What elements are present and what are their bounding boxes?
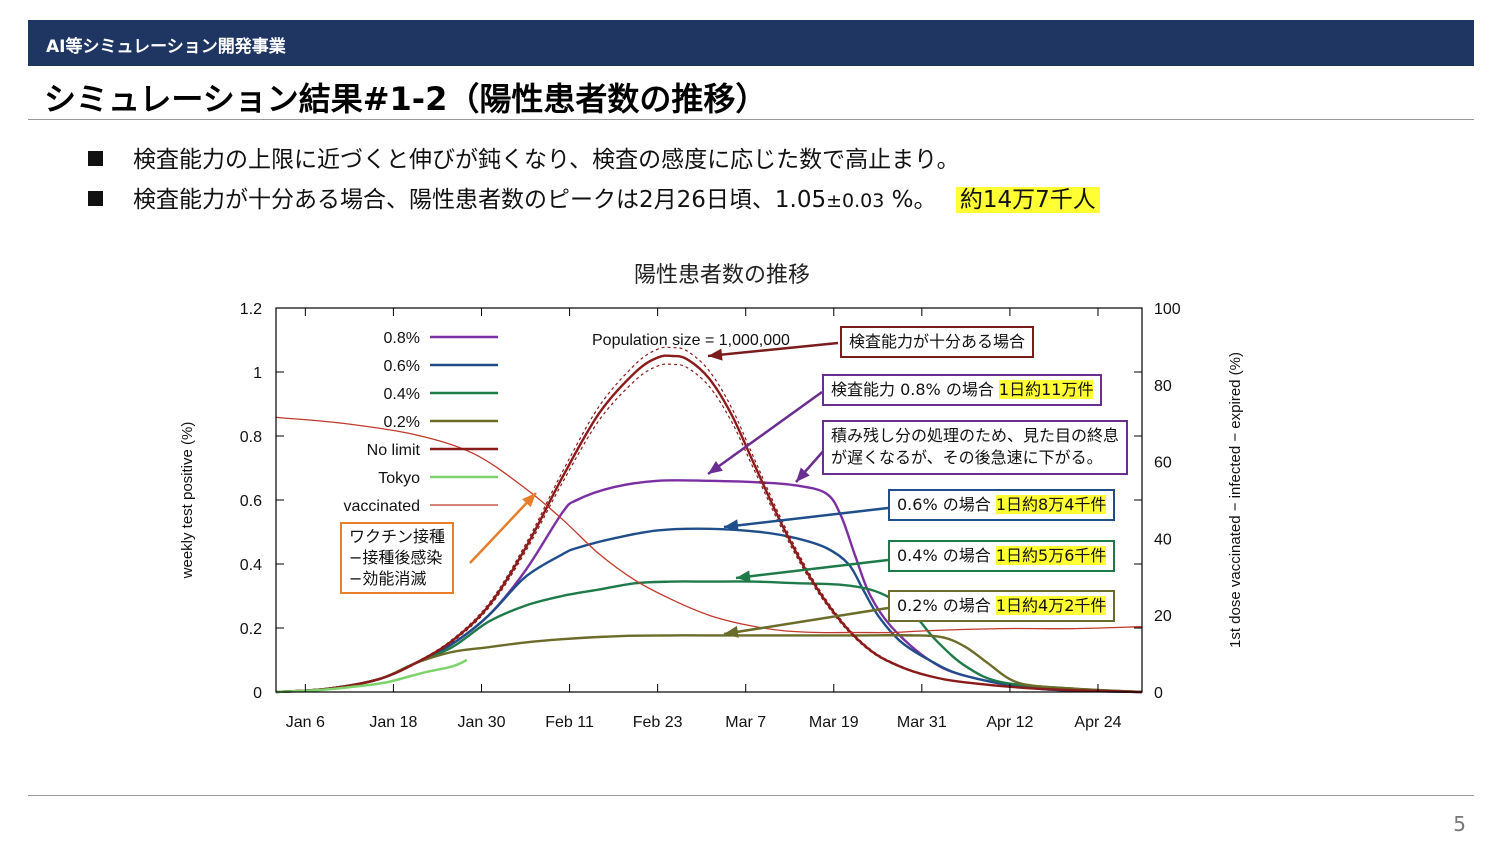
series-line-0-6	[275, 527, 1143, 694]
arrow-head-icon	[724, 625, 739, 638]
population-label: Population size = 1,000,000	[592, 332, 790, 349]
bullet-square-icon	[88, 191, 103, 206]
annotation-0.8-text: 検査能力 0.8% の場合	[831, 380, 999, 399]
annotation-0.6-highlight: 1日約8万4千件	[995, 495, 1107, 514]
y2-tick-label: 40	[1154, 531, 1172, 548]
chart-title: 陽性患者数の推移	[634, 263, 810, 288]
footer-divider	[28, 795, 1474, 796]
legend-label: 0.2%	[384, 414, 420, 431]
y-tick-label: 0.8	[240, 429, 262, 446]
series-line-vaccinated	[275, 416, 1143, 634]
x-tick-label: Feb 11	[545, 714, 594, 731]
annotation-0.6: 0.6% の場合 1日約8万4千件	[888, 489, 1116, 522]
annotation-no-limit: 検査能力が十分ある場合	[840, 326, 1035, 359]
series-line-0-4	[275, 580, 1143, 694]
bullet-1: 検査能力の上限に近づくと伸びが鈍くなり、検査の感度に応じた数で高止まり。	[88, 140, 960, 174]
annotation-vaccine-line3: −効能消滅	[349, 568, 427, 588]
y-tick-label: 0.6	[240, 493, 262, 510]
annotation-0.2-text: 0.2% の場合	[897, 596, 996, 615]
bullet-2-unit: %。	[884, 187, 937, 213]
y2-tick-label: 60	[1154, 455, 1172, 472]
annotation-arrow	[707, 341, 839, 358]
x-tick-label: Feb 23	[633, 714, 683, 731]
x-tick-label: Jan 6	[286, 714, 325, 731]
series-line-0-2	[275, 634, 1143, 694]
legend-label: 0.4%	[384, 386, 420, 403]
annotation-0.6-text: 0.6% の場合	[897, 495, 996, 514]
bullet-2-highlight: 約14万7千人	[955, 187, 1100, 213]
annotation-arrow	[723, 506, 889, 529]
y-tick-label: 1	[253, 365, 262, 382]
arrow-head-icon	[708, 348, 723, 361]
annotation-vaccine-line1: ワクチン接種	[349, 527, 446, 546]
annotation-0.4-text: 0.4% の場合	[897, 546, 996, 565]
legend-label: No limit	[367, 442, 421, 459]
annotation-0.4-highlight: 1日約5万6千件	[995, 546, 1107, 565]
annotation-arrow	[707, 390, 823, 476]
y2-tick-label: 100	[1154, 301, 1181, 318]
header-bar: AI等シミュレーション開発事業	[28, 20, 1474, 66]
series-line-tokyo	[275, 658, 468, 694]
x-tick-label: Mar 31	[897, 714, 947, 731]
annotation-backlog-line2: が遅くなるが、その後急速に下がる。	[831, 448, 1103, 468]
y-axis-label: weekly test positive (%)	[179, 422, 196, 580]
bullet-square-icon	[88, 151, 103, 166]
page-number: 5	[1453, 812, 1466, 836]
x-tick-label: Apr 24	[1074, 714, 1121, 731]
x-tick-label: Jan 18	[369, 714, 417, 731]
y-tick-label: 0	[253, 685, 262, 702]
y-tick-label: 1.2	[240, 301, 262, 318]
annotation-arrow	[735, 558, 889, 580]
annotation-backlog-line1: 積み残し分の処理のため、見た目の終息	[831, 426, 1120, 445]
legend-label: Tokyo	[378, 470, 420, 487]
title-divider	[28, 119, 1474, 120]
y-tick-label: 0.4	[240, 557, 262, 574]
arrow-head-icon	[724, 519, 739, 532]
y2-tick-label: 20	[1154, 608, 1172, 625]
y-tick-label: 0.2	[240, 621, 262, 638]
arrow-head-icon	[708, 460, 723, 474]
header-bar-label: AI等シミュレーション開発事業	[46, 37, 286, 57]
x-tick-label: Jan 30	[457, 714, 505, 731]
bullet-2-text: 検査能力が十分ある場合、陽性患者数のピークは2月26日頃、1.05	[133, 187, 827, 213]
bullet-2: 検査能力が十分ある場合、陽性患者数のピークは2月26日頃、1.05±0.03 %…	[88, 180, 1100, 214]
annotation-arrow	[723, 606, 889, 636]
x-tick-label: Apr 12	[986, 714, 1033, 731]
annotation-vaccine: ワクチン接種 −接種後感染 −効能消滅	[340, 522, 455, 595]
bullet-2-error: ±0.03	[826, 190, 885, 212]
annotation-backlog: 積み残し分の処理のため、見た目の終息 が遅くなるが、その後急速に下がる。	[822, 420, 1129, 475]
x-tick-label: Mar 19	[809, 714, 859, 731]
x-tick-label: Mar 7	[725, 714, 766, 731]
legend-label: 0.6%	[384, 358, 420, 375]
y2-tick-label: 80	[1154, 378, 1172, 395]
annotation-0.8: 検査能力 0.8% の場合 1日約11万件	[822, 374, 1103, 407]
annotation-no-limit-text: 検査能力が十分ある場合	[849, 332, 1026, 351]
arrow-head-icon	[736, 570, 751, 583]
annotation-arrow	[469, 492, 537, 564]
legend-label: vaccinated	[344, 498, 421, 515]
annotation-0.8-highlight: 1日約11万件	[998, 380, 1094, 399]
annotation-0.4: 0.4% の場合 1日約5万6千件	[888, 540, 1116, 573]
legend: 0.8% 0.6% 0.4% 0.2% No limit Tokyo vaccinated	[344, 330, 498, 515]
annotation-0.2-highlight: 1日約4万2千件	[995, 596, 1107, 615]
bullet-1-text: 検査能力の上限に近づくと伸びが鈍くなり、検査の感度に応じた数で高止まり。	[133, 147, 960, 173]
series-line-no-limit	[275, 354, 1143, 694]
arrow-head-icon	[796, 467, 810, 482]
arrow-head-icon	[522, 493, 536, 508]
y2-axis-label: 1st dose vaccinated − infected − expired…	[1227, 352, 1244, 648]
page-title: シミュレーション結果#1-2（陽性患者数の推移）	[44, 80, 768, 118]
legend-label: 0.8%	[384, 330, 420, 347]
annotation-0.2: 0.2% の場合 1日約4万2千件	[888, 590, 1116, 623]
y2-tick-label: 0	[1154, 685, 1163, 702]
annotation-vaccine-line2: −接種後感染	[349, 547, 443, 567]
series-nolimit-error-band	[275, 346, 1143, 693]
